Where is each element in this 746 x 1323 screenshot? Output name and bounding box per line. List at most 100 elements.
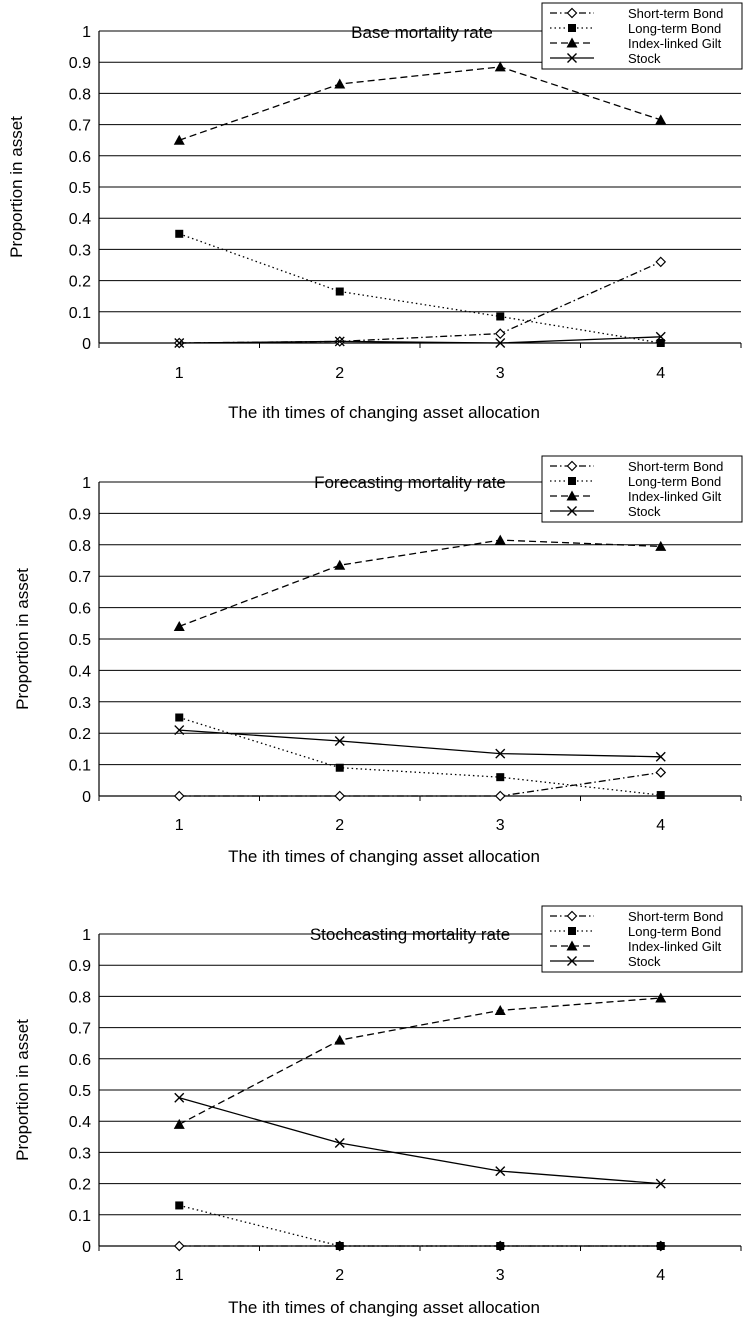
- y-tick-label: 1: [82, 475, 91, 492]
- legend-marker: [568, 477, 576, 485]
- data-point: [175, 229, 184, 238]
- y-tick-label: 0.4: [69, 663, 91, 680]
- data-point: [495, 1166, 506, 1177]
- y-tick-label: 0.4: [69, 211, 91, 228]
- data-point: [335, 763, 344, 772]
- y-tick-label: 0.8: [69, 538, 91, 555]
- x-tick-label: 1: [175, 365, 184, 382]
- chart-panel-1: 0 0.1 0.2 0.3 0.4 0.5 0.6 0.7 0.8 0.9 1 1 2 3 4 The ith…: [7, 2, 743, 422]
- data-point: [655, 992, 667, 1003]
- x-tick-label: 2: [335, 365, 344, 382]
- x-axis-title: The ith times of changing asset allocati…: [228, 1298, 540, 1317]
- data-point: [173, 1240, 185, 1252]
- data-point: [175, 1201, 184, 1210]
- legend-marker: [566, 910, 578, 922]
- data-point: [656, 339, 665, 347]
- x-tick-label: 4: [656, 1267, 665, 1284]
- x-tick-label: 2: [335, 1267, 344, 1284]
- legend-label: Long-term Bond: [628, 924, 721, 939]
- data-point: [174, 338, 185, 348]
- y-tick-label: 1: [82, 24, 91, 41]
- data-point: [334, 559, 346, 570]
- legend-marker: [566, 37, 578, 48]
- legend-marker: [568, 927, 576, 935]
- data-point: [655, 540, 667, 551]
- data-point: [655, 767, 667, 778]
- x-tick-label: 3: [496, 1267, 505, 1284]
- series-line: [179, 261, 662, 344]
- data-point: [656, 1242, 665, 1250]
- y-tick-label: 0.1: [69, 305, 91, 322]
- series-stock: [174, 725, 666, 762]
- series-long-term-bond: [175, 229, 665, 347]
- y-tick-label: 0.3: [69, 242, 91, 259]
- series-stock: [174, 1092, 666, 1189]
- series-long-term-bond: [175, 1201, 665, 1250]
- y-tick-label: 0.8: [69, 989, 91, 1006]
- series-line: [179, 66, 662, 141]
- legend-label: Long-term Bond: [628, 21, 721, 36]
- chart-panel-3: 0 0.1 0.2 0.3 0.4 0.5 0.6 0.7 0.8 0.9 1 1 2 3 4 The ith…: [13, 905, 743, 1317]
- series-line: [179, 716, 661, 796]
- legend-label: Stock: [628, 51, 661, 66]
- series-line: [179, 1204, 661, 1247]
- y-tick-label: 0.7: [69, 569, 91, 586]
- series-short-term-bond: [173, 767, 667, 802]
- legend-marker: [566, 490, 578, 501]
- y-tick-label: 0.6: [69, 149, 91, 166]
- data-point: [174, 1092, 185, 1103]
- legend-marker: [566, 7, 578, 19]
- y-axis-title: Proportion in asset: [7, 116, 26, 258]
- chart-title: Base mortality rate: [351, 23, 493, 42]
- data-point: [334, 336, 345, 347]
- data-point: [334, 1138, 345, 1149]
- data-point: [494, 61, 506, 72]
- data-point: [494, 1004, 506, 1015]
- series-line: [179, 729, 661, 758]
- series-stock: [174, 331, 666, 348]
- data-point: [175, 713, 184, 722]
- data-point: [655, 331, 666, 342]
- legend-marker: [568, 24, 576, 32]
- y-tick-label: 0.5: [69, 180, 91, 197]
- legend-label: Stock: [628, 954, 661, 969]
- data-point: [494, 328, 506, 339]
- y-tick-label: 0.6: [69, 601, 91, 618]
- y-axis-title: Proportion in asset: [13, 1019, 32, 1161]
- data-point: [496, 773, 505, 782]
- legend-marker: [567, 53, 577, 63]
- legend-marker: [567, 506, 577, 516]
- y-tick-label: 0.6: [69, 1052, 91, 1069]
- x-tick-label: 4: [656, 365, 665, 382]
- series-long-term-bond: [175, 713, 665, 800]
- data-point: [496, 1242, 505, 1250]
- chart-title: Stochcasting mortality rate: [310, 925, 510, 944]
- chart-title: Forecasting mortality rate: [314, 473, 506, 492]
- legend-marker: [566, 940, 578, 951]
- legend-label: Short-term Bond: [628, 909, 723, 924]
- x-tick-label: 4: [656, 817, 665, 834]
- y-tick-label: 0: [82, 1239, 91, 1256]
- legend-marker: [567, 956, 577, 966]
- y-tick-label: 0.7: [69, 1021, 91, 1038]
- series-line: [179, 539, 661, 628]
- data-point: [495, 748, 506, 759]
- data-point: [655, 751, 666, 762]
- y-tick-label: 0.4: [69, 1114, 91, 1131]
- x-axis-title: The ith times of changing asset allocati…: [228, 847, 540, 866]
- y-tick-label: 0.3: [69, 1145, 91, 1162]
- data-point: [494, 534, 506, 545]
- legend-label: Stock: [628, 504, 661, 519]
- x-tick-label: 1: [175, 817, 184, 834]
- data-point: [656, 791, 665, 800]
- data-point: [655, 114, 667, 125]
- y-tick-label: 0.2: [69, 726, 91, 743]
- y-axis-title: Proportion in asset: [13, 568, 32, 710]
- y-tick-label: 0.8: [69, 86, 91, 103]
- legend-label: Short-term Bond: [628, 6, 723, 21]
- series-line: [179, 336, 661, 344]
- data-point: [655, 256, 667, 268]
